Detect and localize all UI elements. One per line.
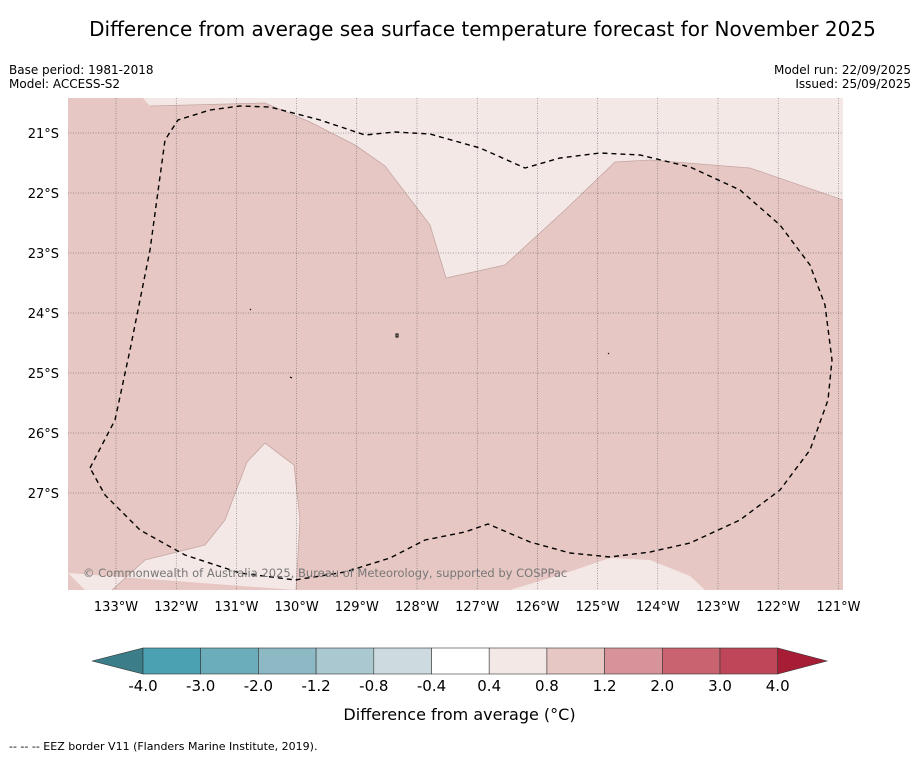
lon-label: 126°W	[515, 600, 559, 615]
eez-border	[89, 105, 833, 581]
longitude-labels: 133°W 132°W 131°W 130°W 129°W 128°W 127°W 126°W…	[94, 600, 861, 615]
lon-label: 127°W	[455, 600, 499, 615]
colorbar-box	[142, 647, 202, 675]
colorbar-tick-label: 2.0	[650, 677, 674, 695]
contour-bottom-left	[111, 442, 301, 590]
lon-label: 133°W	[94, 600, 138, 615]
model-run: Model run: 22/09/2025	[773, 63, 911, 77]
colorbar-tick-label: -2.0	[244, 677, 273, 695]
lat-label: 24°S	[28, 307, 59, 322]
colorbar-tick-label: 0.8	[535, 677, 559, 695]
colorbar-tick-label: -0.8	[359, 677, 388, 695]
lon-label: 128°W	[395, 600, 439, 615]
lat-label: 22°S	[28, 187, 59, 202]
latitude-labels: 21°S 22°S 23°S 24°S 25°S 26°S 27°S	[28, 127, 59, 502]
meta-left: Base period: 1981-2018 Model: ACCESS-S2	[9, 63, 154, 91]
colorbar-tick-label: -1.2	[301, 677, 330, 695]
copyright-text: © Commonwealth of Australia 2025, Bureau…	[83, 566, 567, 580]
colorbar-box	[604, 647, 663, 675]
longitude-gridlines	[115, 98, 839, 590]
model-name: Model: ACCESS-S2	[9, 77, 121, 91]
colorbar-tick-label: -0.4	[417, 677, 446, 695]
lat-label: 23°S	[28, 247, 59, 262]
colorbar-box	[315, 647, 375, 675]
footer-note: -- -- -- EEZ border V11 (Flanders Marine…	[9, 740, 318, 753]
colorbar-box	[258, 647, 317, 675]
lat-label: 26°S	[28, 427, 59, 442]
lon-label: 130°W	[275, 600, 319, 615]
colorbar-box	[546, 647, 605, 675]
lon-label: 129°W	[335, 600, 379, 615]
lon-label: 125°W	[576, 600, 620, 615]
colorbar-box	[431, 647, 490, 675]
latitude-gridlines	[68, 132, 843, 494]
colorbar-tick-label: 1.2	[593, 677, 617, 695]
lon-label: 122°W	[756, 600, 800, 615]
colorbar-box	[488, 647, 548, 675]
colorbar-box	[661, 647, 721, 675]
colorbar-tick-label: -3.0	[186, 677, 215, 695]
colorbar-box	[719, 647, 779, 675]
lon-label: 131°W	[214, 600, 258, 615]
colorbar-tick-label: 3.0	[708, 677, 732, 695]
anomaly-region-bottom-right	[510, 558, 705, 590]
lat-label: 27°S	[28, 487, 59, 502]
islands	[249, 308, 610, 379]
contour-top	[149, 102, 843, 279]
map-title: Difference from average sea surface temp…	[89, 17, 876, 41]
colorbar-ticks: -4.0 -3.0 -2.0 -1.2 -0.8 -0.4 0.4 0.8 1.2 2.0 3.0 4…	[128, 677, 789, 695]
meta-right: Model run: 22/09/2025 Issued: 25/09/2025	[774, 63, 911, 91]
colorbar-extend-low	[91, 647, 144, 675]
colorbar-title: Difference from average (°C)	[343, 705, 576, 724]
colorbar-tick-label: 4.0	[766, 677, 790, 695]
colorbar-tick-label: -4.0	[128, 677, 157, 695]
anomaly-region-top	[143, 98, 843, 278]
colorbar-tick-label: 0.4	[477, 677, 501, 695]
lon-label: 123°W	[696, 600, 740, 615]
anomaly-region-bottom-left	[68, 443, 300, 590]
lon-label: 121°W	[816, 600, 860, 615]
issued-date: Issued: 25/09/2025	[795, 77, 911, 91]
lat-label: 21°S	[28, 127, 59, 142]
lat-label: 25°S	[28, 367, 59, 382]
colorbar-box	[200, 647, 259, 675]
lon-label: 124°W	[636, 600, 680, 615]
base-period: Base period: 1981-2018	[9, 63, 154, 77]
colorbar-box	[373, 647, 432, 675]
lon-label: 132°W	[154, 600, 198, 615]
colorbar	[91, 647, 829, 675]
colorbar-extend-high	[777, 647, 829, 675]
